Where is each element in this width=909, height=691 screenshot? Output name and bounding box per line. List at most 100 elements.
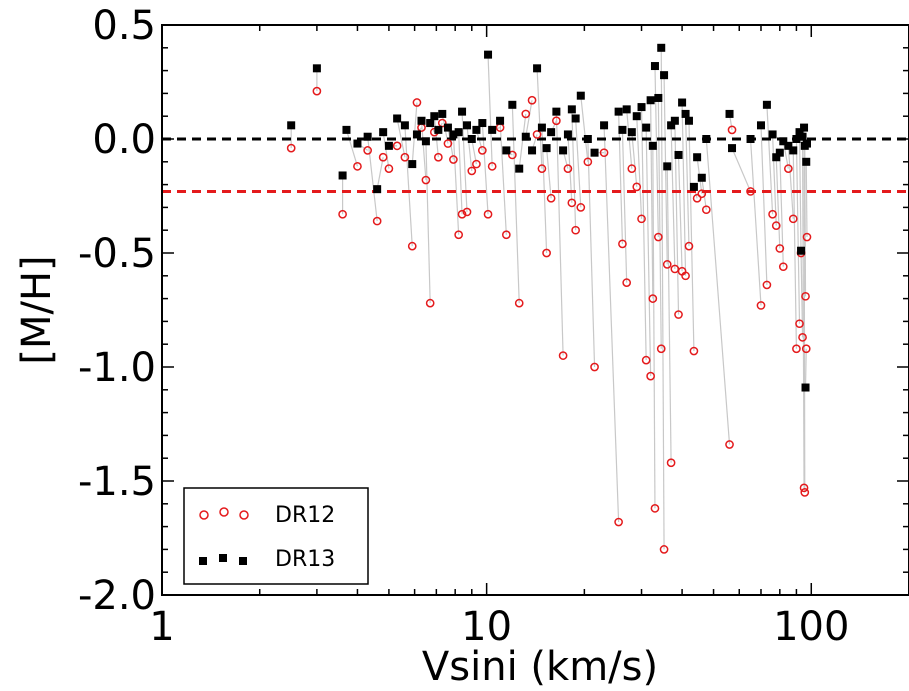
dr13-point <box>784 141 793 150</box>
dr13-point <box>463 121 472 130</box>
dr12-point <box>801 344 811 354</box>
dr13-point <box>312 64 321 73</box>
dr12-point <box>792 344 801 354</box>
connector-line <box>688 120 695 352</box>
connector-line <box>376 157 384 190</box>
x-tick-label: 1 <box>149 604 174 650</box>
connector-line <box>587 138 596 368</box>
dr13-point <box>583 135 592 143</box>
connector-line <box>749 138 762 306</box>
dr12-point <box>725 440 734 449</box>
dr12-point <box>775 244 785 253</box>
dr13-point <box>533 64 542 73</box>
dr12-point <box>467 166 477 176</box>
x-axis-ticks <box>161 25 909 595</box>
dr13-point <box>693 153 702 162</box>
x-tick-label: 10 <box>461 604 512 650</box>
connector-line <box>640 107 647 361</box>
dr12-point <box>648 294 658 303</box>
dr12-point <box>338 209 347 219</box>
connector-line <box>652 145 656 509</box>
connector-line <box>367 136 378 222</box>
dr12-point <box>653 232 663 242</box>
dr13-point <box>563 130 572 139</box>
dr13-point <box>567 105 576 114</box>
dr12-point <box>689 346 699 356</box>
dr13-point <box>801 383 810 392</box>
connector-line <box>660 47 665 550</box>
dr13-point <box>642 123 651 132</box>
dr12-point <box>483 209 493 219</box>
dr13-point <box>559 146 568 155</box>
dr13-point <box>528 146 537 155</box>
legend-label-dr13: DR13 <box>275 547 335 572</box>
dr12-point <box>542 248 551 258</box>
connector-line <box>621 129 628 283</box>
x-tick-label: 100 <box>773 604 849 650</box>
dr13-point <box>646 96 655 105</box>
dr12-point <box>771 221 781 230</box>
dr13-point <box>547 128 556 137</box>
connector-line <box>545 148 552 199</box>
connector-line <box>782 141 789 169</box>
dr12-point <box>576 203 586 212</box>
dr13-point <box>792 135 801 143</box>
y-tick-label: -1.0 <box>78 345 156 391</box>
connector-line <box>775 157 781 249</box>
dr13-point <box>408 160 417 169</box>
dr12-point <box>599 148 609 158</box>
dr13-point <box>576 91 585 100</box>
dr12-point <box>514 298 524 308</box>
connector-line <box>805 161 808 238</box>
connector-line <box>760 125 768 285</box>
dr12-point <box>701 205 711 215</box>
dr13-point <box>412 130 421 139</box>
dr12-point <box>614 517 623 527</box>
dr13-point <box>571 114 580 123</box>
connector-line <box>787 145 794 219</box>
dr13-point <box>802 139 811 148</box>
y-axis-ticks <box>162 24 909 596</box>
connector-line <box>792 150 798 349</box>
connector-line <box>670 125 676 269</box>
dr12-point <box>312 86 322 96</box>
dr13-point <box>802 157 811 166</box>
dr13-point <box>484 50 493 59</box>
dr12-point <box>567 198 577 208</box>
dr13-point <box>772 153 781 162</box>
dr13-point <box>618 125 627 134</box>
dr13-point <box>384 141 393 150</box>
dr13-point <box>637 103 646 112</box>
dr12-point <box>462 207 472 217</box>
connector-line <box>731 147 752 192</box>
dr12-point <box>801 291 810 301</box>
dr12-point <box>692 193 702 203</box>
dr13-point <box>798 132 807 141</box>
dr13-point <box>590 148 599 157</box>
y-axis-tick-labels: 0.5 0.0 -0.5 -1.0 -1.5 -2.0 <box>78 3 156 619</box>
dr13-point <box>800 123 809 132</box>
connector-line <box>425 141 431 304</box>
connector-line <box>580 95 589 162</box>
dr12-point <box>697 189 707 199</box>
connector-line <box>684 113 690 247</box>
y-tick-label: -2.0 <box>78 573 156 619</box>
dr12-point <box>618 239 627 249</box>
y-tick-label: -1.5 <box>78 459 156 505</box>
dr13-point <box>779 137 788 146</box>
dr12-point <box>454 230 464 240</box>
dr13-point <box>467 135 476 143</box>
legend-marker-dr13 <box>199 554 247 565</box>
dr13-series <box>287 43 811 392</box>
dr13-point <box>674 150 683 159</box>
dr12-point <box>532 130 542 139</box>
dr13-point <box>537 123 546 132</box>
dr12-point <box>659 545 669 554</box>
connector-line <box>571 109 577 231</box>
dr13-point <box>795 128 804 137</box>
dr12-point <box>363 146 372 155</box>
y-axis-title: [M/H] <box>14 255 60 364</box>
dr13-point <box>775 148 784 157</box>
connector-line <box>795 138 801 324</box>
dr12-point <box>583 157 593 167</box>
